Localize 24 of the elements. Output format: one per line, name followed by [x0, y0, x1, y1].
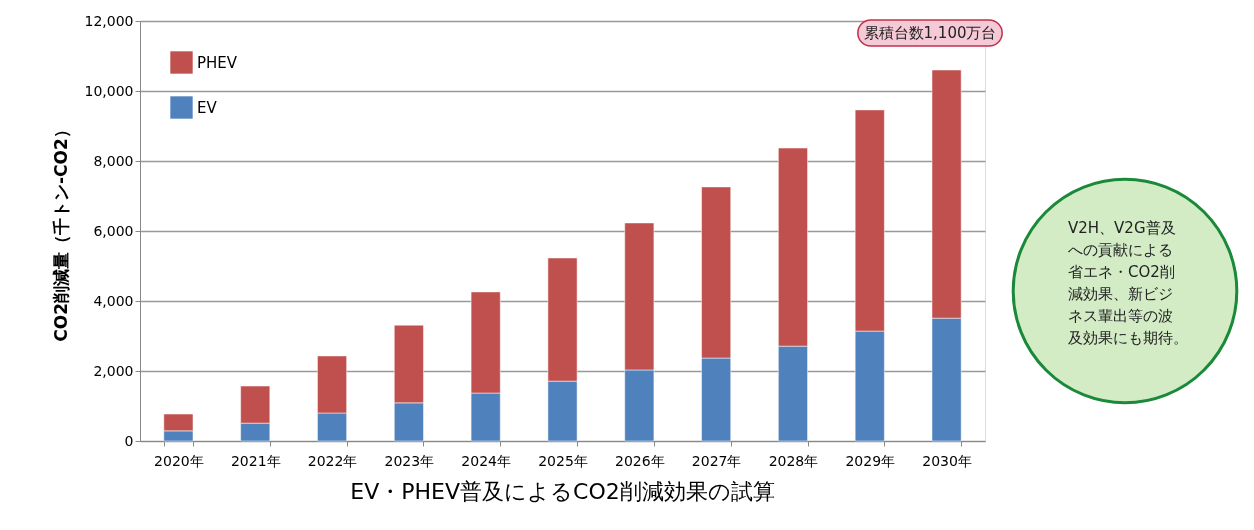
y-tick-label: 2,000	[93, 362, 134, 379]
y-tick-label: 0	[124, 432, 134, 449]
x-tick-label: 2027年	[691, 452, 742, 469]
x-tick-label: 2021年	[230, 452, 281, 469]
x-tick-label: 2020年	[154, 452, 204, 469]
x-tick-label: 2028年	[768, 452, 819, 469]
x-tick-label: 2026年	[615, 452, 665, 469]
legend-label: PHEV	[197, 53, 238, 72]
y-tick-label: 12,000	[84, 12, 134, 29]
y-tick-label: 4,000	[93, 292, 134, 309]
x-tick-label: 2024年	[461, 452, 511, 469]
text: V2H、V2G普及への貢献による省エネ・CO2削減効果、新ビジネス輩出等の波及効果にも期待。	[1068, 219, 1188, 347]
x-tick-label: 2025年	[538, 452, 588, 469]
legend-label: EV	[197, 98, 218, 117]
annotation: 累積台数1,100万台	[863, 24, 997, 42]
y-tick-label: 8,000	[93, 152, 134, 169]
x-tick-label: 2022年	[307, 452, 358, 469]
x-tick-label: 2029年	[845, 452, 896, 469]
x-tick-label: 2030年	[922, 452, 972, 469]
y-tick-label: 6,000	[93, 222, 134, 239]
x-tick-label: 2023年	[384, 452, 435, 469]
y-axis-title: CO2削減量（千トン-CO2）	[50, 121, 71, 342]
y-tick-label: 10,000	[84, 82, 134, 99]
text: EV・PHEV普及によるCO2削減効果の試算	[350, 479, 775, 504]
